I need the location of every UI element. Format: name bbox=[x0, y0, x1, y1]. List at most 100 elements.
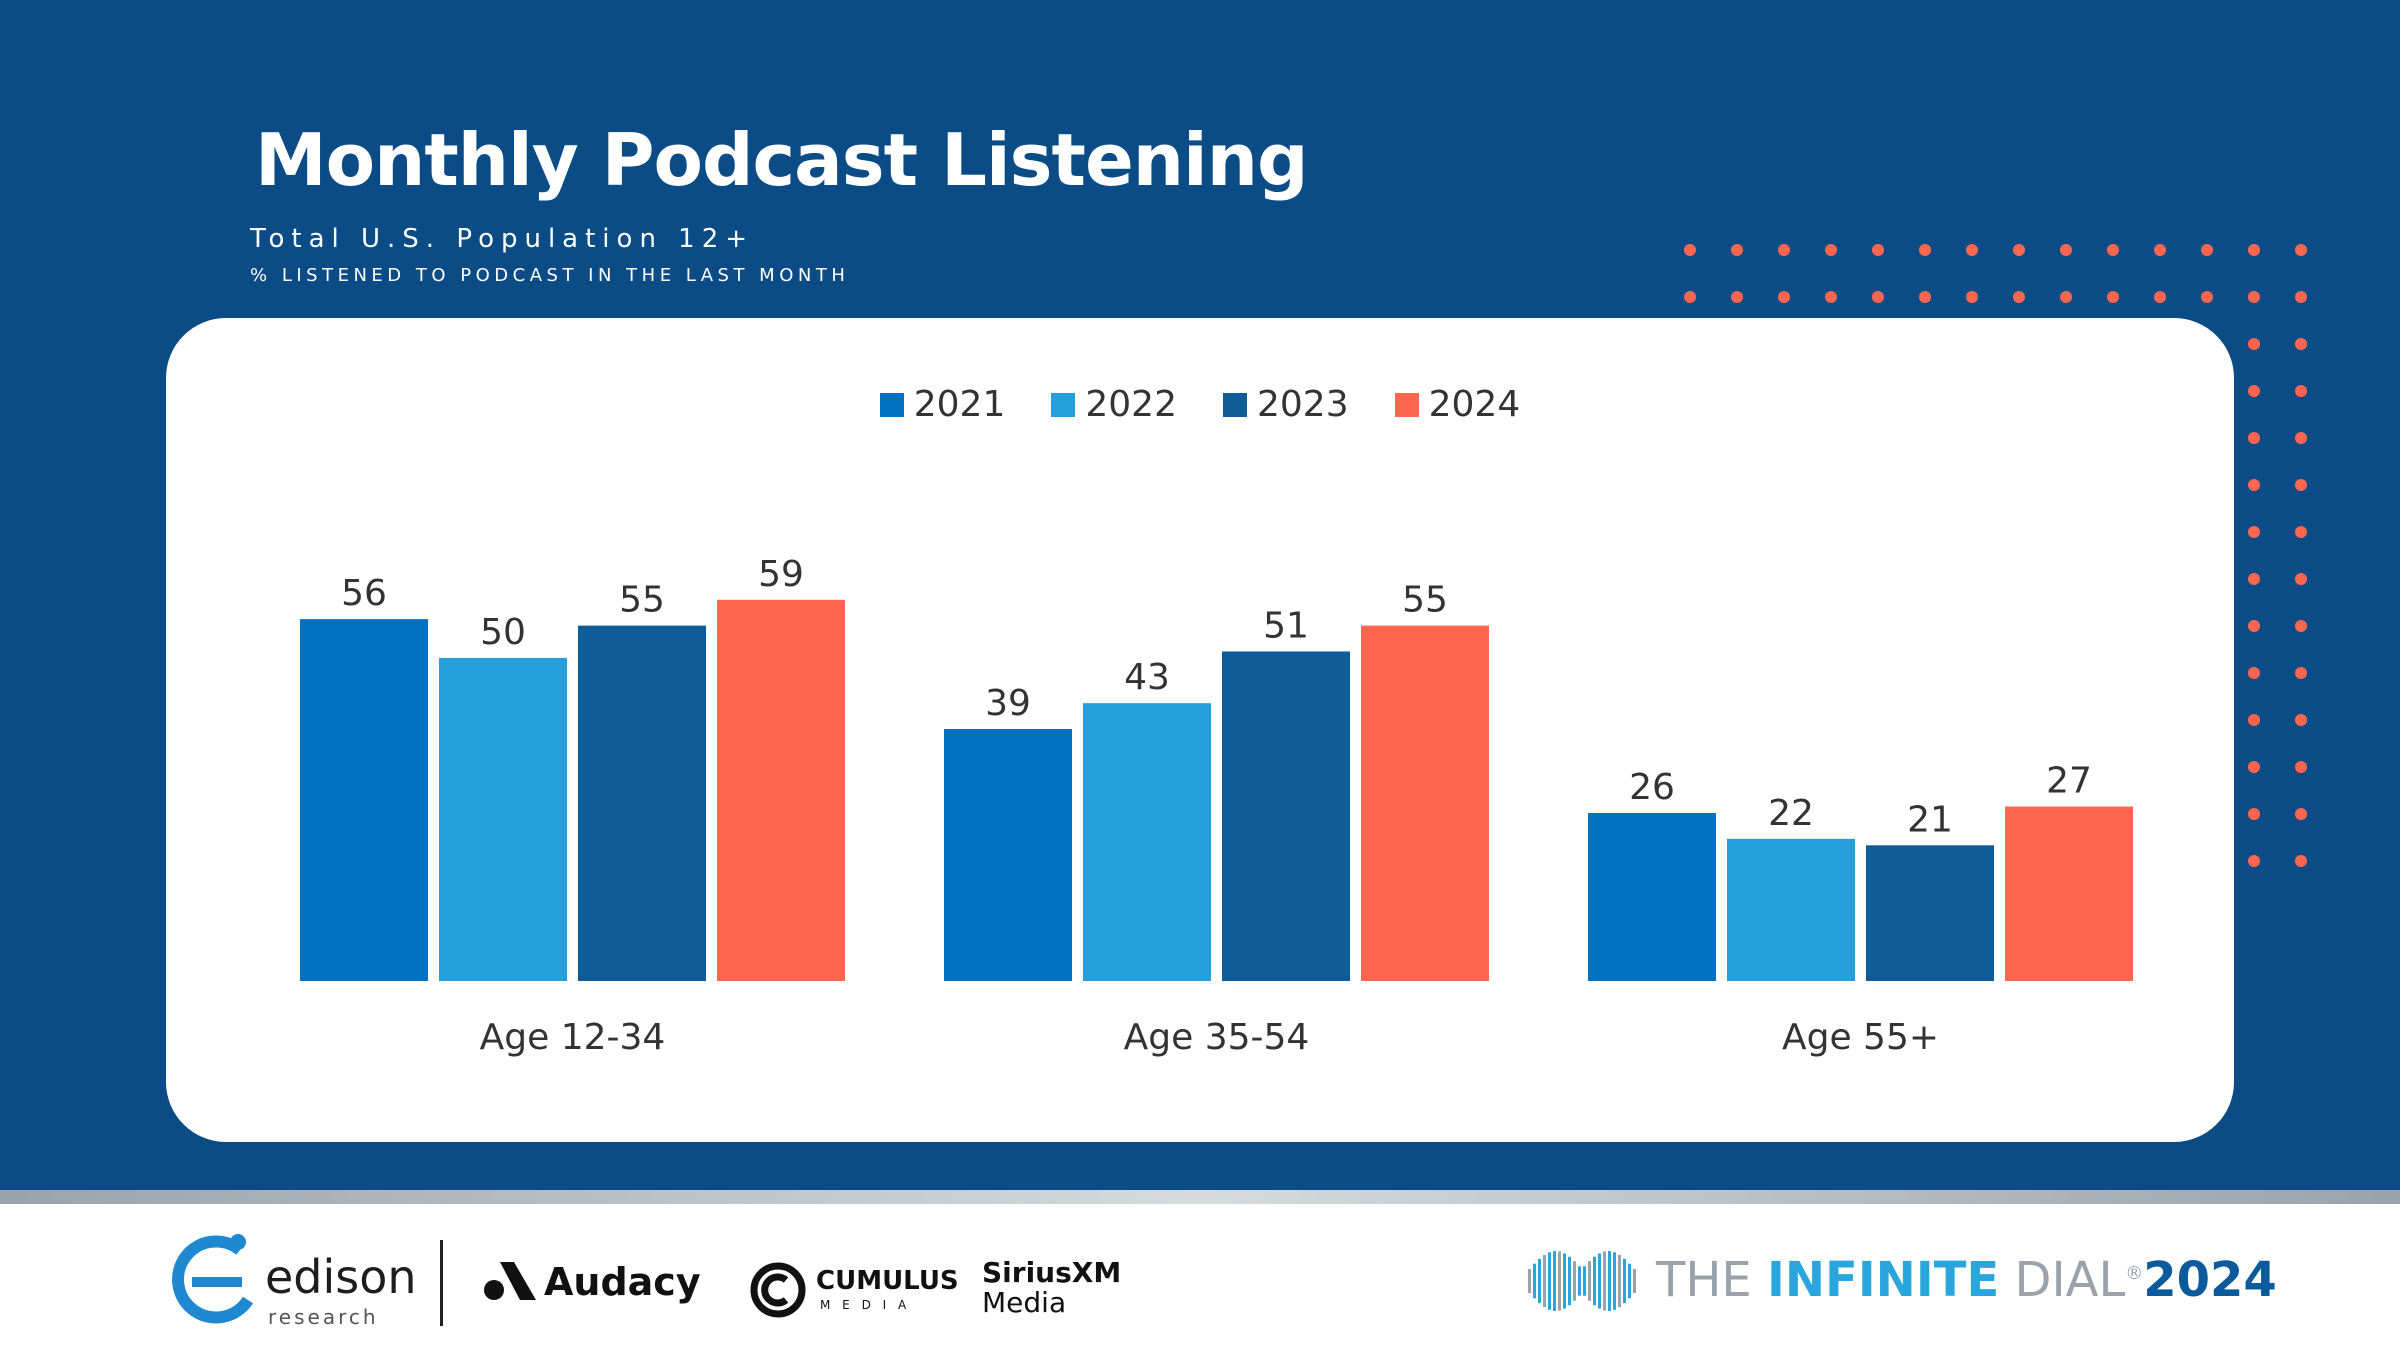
infinite-dial-logo: THE INFINITE DIAL®2024 bbox=[1524, 1242, 2277, 1322]
legend-item-2023: 2023 bbox=[1223, 384, 1349, 425]
decorative-dot bbox=[1872, 244, 1884, 256]
dial-line bbox=[1593, 1256, 1596, 1306]
decorative-dot bbox=[2295, 338, 2307, 350]
dial-line bbox=[1618, 1254, 1621, 1308]
decorative-dot bbox=[1778, 291, 1790, 303]
page-title: Monthly Podcast Listening bbox=[255, 118, 1309, 202]
dial-line bbox=[1608, 1251, 1611, 1311]
decorative-dot bbox=[1966, 244, 1978, 256]
decorative-dot bbox=[1919, 291, 1931, 303]
legend-label: 2024 bbox=[1428, 384, 1521, 425]
decorative-dot bbox=[2201, 291, 2213, 303]
infinite-dial-suffix: DIAL bbox=[1999, 1252, 2126, 1308]
bar-2021-1 bbox=[944, 729, 1072, 981]
decorative-dot bbox=[1825, 244, 1837, 256]
dial-line bbox=[1613, 1252, 1616, 1310]
decorative-dot bbox=[2295, 244, 2307, 256]
decorative-dot bbox=[1684, 291, 1696, 303]
dial-line bbox=[1603, 1251, 1606, 1311]
edison-swirl-icon bbox=[172, 1234, 254, 1324]
data-label: 21 bbox=[1907, 799, 1953, 840]
decorative-dot bbox=[2295, 573, 2307, 585]
decorative-dot bbox=[2248, 761, 2260, 773]
data-label: 55 bbox=[619, 580, 665, 621]
data-label: 55 bbox=[1402, 580, 1448, 621]
data-label: 43 bbox=[1124, 657, 1170, 698]
cumulus-sub: M E D I A bbox=[820, 1298, 911, 1312]
dial-line bbox=[1563, 1253, 1566, 1309]
decorative-dot bbox=[2060, 291, 2072, 303]
decorative-dot bbox=[1872, 291, 1884, 303]
decorative-dot bbox=[2295, 620, 2307, 632]
decorative-dot bbox=[2248, 620, 2260, 632]
dial-line bbox=[1558, 1251, 1561, 1311]
dial-line bbox=[1598, 1253, 1601, 1309]
decorative-dot bbox=[2154, 244, 2166, 256]
bar-2023-2 bbox=[1866, 845, 1994, 981]
cumulus-mark-icon bbox=[750, 1262, 806, 1318]
dial-line bbox=[1533, 1263, 1536, 1299]
decorative-dot bbox=[2248, 338, 2260, 350]
bar-chart: 56 50 55 59 Age 12-34 39 43 51 55 Age 35-54 26 22 21… bbox=[300, 554, 2133, 1058]
legend-item-2024: 2024 bbox=[1394, 384, 1521, 425]
cumulus-name: CUMULUS bbox=[816, 1266, 959, 1296]
dial-line bbox=[1528, 1269, 1531, 1293]
data-label: 51 bbox=[1263, 605, 1309, 646]
dial-line bbox=[1588, 1261, 1591, 1301]
dial-line bbox=[1568, 1256, 1571, 1306]
dial-line bbox=[1583, 1266, 1586, 1296]
dial-line bbox=[1578, 1266, 1581, 1296]
bar-2022-0 bbox=[439, 657, 567, 981]
decorative-dot bbox=[2295, 667, 2307, 679]
dial-line bbox=[1633, 1269, 1636, 1293]
siriusxm-media-logo: SiriusXM Media bbox=[982, 1256, 1152, 1326]
siriusxm-sub: Media bbox=[982, 1286, 1067, 1319]
decorative-dot bbox=[2248, 526, 2260, 538]
legend-swatch bbox=[879, 392, 904, 417]
decorative-dot-grid bbox=[1684, 244, 2307, 867]
footer-separator bbox=[440, 1240, 443, 1326]
infinite-dial-year: 2024 bbox=[2143, 1252, 2277, 1308]
data-label: 22 bbox=[1768, 793, 1814, 834]
decorative-dot bbox=[2248, 808, 2260, 820]
decorative-dot bbox=[1778, 244, 1790, 256]
decorative-dot bbox=[2295, 432, 2307, 444]
dial-line bbox=[1623, 1258, 1626, 1304]
decorative-dot bbox=[2295, 479, 2307, 491]
edison-sub: research bbox=[268, 1305, 379, 1329]
bar-2023-0 bbox=[578, 625, 706, 981]
data-label: 27 bbox=[2046, 761, 2092, 802]
bar-2022-2 bbox=[1727, 838, 1855, 981]
bar-2023-1 bbox=[1222, 651, 1350, 981]
data-label: 59 bbox=[758, 554, 804, 595]
data-label: 50 bbox=[480, 612, 526, 653]
legend-item-2021: 2021 bbox=[879, 384, 1005, 425]
legend-swatch bbox=[1051, 392, 1076, 417]
infinite-dial-bold: INFINITE bbox=[1767, 1252, 2000, 1308]
decorative-dot bbox=[2295, 761, 2307, 773]
decorative-dot bbox=[2248, 667, 2260, 679]
footer-divider bbox=[0, 1190, 2400, 1204]
cumulus-media-logo: CUMULUS M E D I A bbox=[750, 1262, 960, 1322]
dial-line bbox=[1543, 1254, 1546, 1308]
data-label: 39 bbox=[985, 683, 1031, 724]
decorative-dot bbox=[2248, 244, 2260, 256]
legend-swatch bbox=[1223, 392, 1247, 417]
decorative-dot bbox=[2248, 573, 2260, 585]
bar-2022-1 bbox=[1083, 703, 1211, 981]
decorative-dot bbox=[2295, 808, 2307, 820]
dial-line bbox=[1548, 1252, 1551, 1310]
decorative-dot bbox=[2295, 526, 2307, 538]
decorative-dot bbox=[2154, 291, 2166, 303]
edison-research-logo: edison research bbox=[170, 1230, 420, 1330]
decorative-dot bbox=[1966, 291, 1978, 303]
decorative-dot bbox=[2248, 432, 2260, 444]
decorative-dot bbox=[2248, 855, 2260, 867]
category-label: Age 55+ bbox=[1782, 1017, 1939, 1058]
legend-swatch bbox=[1394, 392, 1419, 417]
chart-legend: 2021 2022 2023 2024 bbox=[166, 384, 2234, 425]
bar-2024-2 bbox=[2005, 806, 2133, 981]
legend-label: 2023 bbox=[1257, 384, 1349, 425]
decorative-dot bbox=[2248, 714, 2260, 726]
decorative-dot bbox=[2295, 714, 2307, 726]
